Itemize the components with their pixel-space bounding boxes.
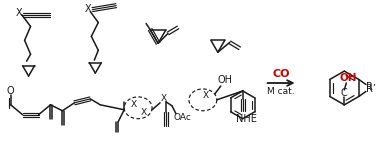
Text: O: O xyxy=(7,86,14,96)
Text: R: R xyxy=(367,82,373,93)
Text: X: X xyxy=(15,8,22,18)
Text: X: X xyxy=(131,100,137,109)
Text: X: X xyxy=(141,108,147,117)
Text: M cat.: M cat. xyxy=(267,88,295,96)
Text: R’: R’ xyxy=(366,85,376,95)
Text: X: X xyxy=(203,91,209,100)
Text: OAc: OAc xyxy=(173,113,191,122)
Text: OH: OH xyxy=(339,73,357,83)
Text: CO: CO xyxy=(272,69,290,79)
Text: NHE: NHE xyxy=(236,114,257,124)
Text: X: X xyxy=(161,94,167,103)
Text: OH: OH xyxy=(217,75,232,85)
Text: C: C xyxy=(341,88,348,98)
Text: X: X xyxy=(85,4,91,14)
